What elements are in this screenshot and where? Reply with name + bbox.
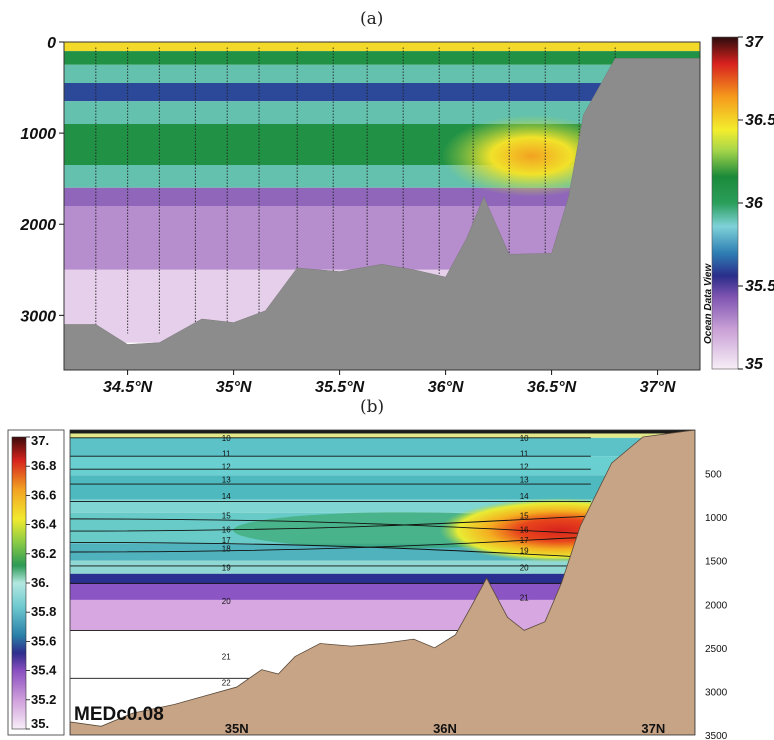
model-layer-1	[70, 433, 695, 438]
x-tick-label-a-4: 36.5°N	[527, 379, 577, 396]
colorbar-a-label-2: 36	[745, 195, 763, 212]
y-tick-label-b-6: 3500	[705, 731, 728, 740]
salinity-layer-1	[64, 51, 700, 65]
panel-a-plot	[64, 42, 700, 370]
colorbar-b-label-8: 35.4	[31, 663, 57, 678]
x-tick-label-a-5: 37°N	[640, 379, 676, 396]
isopycnal-8	[70, 536, 591, 553]
x-tick-label-a-0: 34.5°N	[103, 379, 153, 396]
isopycnal-label-left-5: 15	[222, 511, 231, 520]
isopycnal-label-right-1: 11	[520, 450, 529, 459]
panel-a-frame	[63, 41, 701, 371]
x-tick-label-a-1: 35°N	[216, 379, 252, 396]
isopycnal-label-right-4: 14	[520, 492, 529, 501]
isopycnal-label-left-3: 13	[222, 476, 231, 485]
salinity-layer-2	[64, 64, 700, 83]
isopycnal-label-right-5: 15	[520, 511, 529, 520]
colorbar-b-label-0: 37.	[31, 433, 49, 448]
isopycnal-label-right-10: 21	[520, 593, 529, 602]
isopycnal-label-left-2: 12	[222, 463, 231, 472]
model-bathymetry	[70, 430, 695, 735]
isopycnal-label-left-6: 16	[222, 525, 231, 534]
colorbar-b-label-6: 35.8	[31, 604, 56, 619]
isopycnal-label-left-0: 10	[222, 434, 231, 443]
panel-b-axes: 500 1000 1500 2000 2500 3000 3500 35N 36N 37N	[225, 470, 728, 740]
model-label: MEDc0.08	[74, 704, 164, 725]
colorbar-a-label-1: 36.5	[745, 112, 774, 129]
isopycnal-label-left-7: 17	[222, 536, 231, 545]
panel-a-clip-group	[64, 42, 700, 370]
isopycnal-6	[70, 515, 591, 532]
panel-b-clip-group: 1011121314151617181920212210111213141516…	[70, 430, 695, 735]
ocean-data-view-label: Ocean Data View	[703, 263, 714, 344]
colorbar-b-label-9: 35.2	[31, 692, 56, 707]
y-tick-label-a-1: 1000	[20, 126, 56, 143]
model-layer-9	[70, 573, 695, 584]
salinity-layer-3	[64, 83, 700, 102]
colorbar-b-label-1: 36.8	[31, 458, 56, 473]
panel-a-axes: 0 1000 2000 3000 34.5°N 35°N 35.5°N 36°N 36.5°N 3…	[19, 35, 676, 396]
model-layer-4	[70, 475, 695, 500]
panel-b-plot: 1011121314151617181920212210111213141516…	[69, 429, 696, 736]
colorbar-a-label-0: 37	[745, 34, 764, 51]
colorbar-b-label-4: 36.2	[31, 546, 56, 561]
model-layer-10	[70, 583, 695, 600]
colorbar-b-label-7: 35.6	[31, 633, 56, 648]
y-tick-label-b-1: 1000	[705, 513, 728, 524]
isopycnal-label-right-2: 12	[520, 463, 529, 472]
salinity-layer-0	[64, 42, 700, 52]
isopycnal-label-right-8: 19	[520, 546, 529, 555]
x-tick-label-b-1: 36N	[433, 721, 457, 736]
x-tick-label-a-3: 36°N	[428, 379, 464, 396]
x-tick-label-a-2: 35.5°N	[315, 379, 365, 396]
isopycnal-label-left-8: 18	[222, 545, 231, 554]
y-tick-label-b-3: 2000	[705, 600, 728, 611]
isopycnal-label-right-0: 10	[520, 434, 529, 443]
model-layer-8	[70, 560, 695, 574]
bathymetry	[64, 58, 700, 370]
panel-a-colorbar	[711, 36, 739, 370]
isopycnal-label-right-3: 13	[520, 476, 529, 485]
isopycnal-label-left-1: 11	[222, 450, 231, 459]
colorbar-b-label-5: 36.	[31, 575, 49, 590]
y-tick-label-a-2: 2000	[19, 217, 56, 234]
isopycnal-label-left-11: 21	[222, 653, 231, 662]
isopycnal-label-left-10: 20	[222, 597, 231, 606]
colorbar-a-label-3: 35.5	[745, 278, 774, 295]
colorbar-a-label-4: 35	[745, 356, 764, 373]
colorbar-b-label-2: 36.6	[31, 487, 56, 502]
model-layer-0	[70, 430, 695, 434]
y-tick-label-a-3: 3000	[20, 308, 56, 325]
x-tick-label-b-2: 37N	[641, 721, 665, 736]
colorbar-b-label-10: 35.	[31, 716, 49, 731]
y-tick-label-a-0: 0	[47, 35, 56, 52]
y-tick-label-b-5: 3000	[705, 687, 728, 698]
isopycnal-label-right-7: 17	[520, 536, 529, 545]
x-tick-label-b-0: 35N	[225, 721, 249, 736]
colorbar-b-label-3: 36.4	[31, 517, 57, 532]
y-tick-label-b-2: 1500	[705, 557, 728, 568]
model-layer-3	[70, 456, 695, 476]
isopycnal-label-left-9: 19	[222, 564, 231, 573]
isopycnal-label-left-12: 22	[222, 679, 231, 688]
panel-a-label: (a)	[360, 9, 383, 29]
y-tick-label-b-4: 2500	[705, 644, 728, 655]
isopycnal-5	[70, 518, 591, 535]
panel-a-colorbar-ticks: 37 36.5 36 35.5 35	[738, 34, 774, 373]
isopycnal-label-right-9: 20	[520, 564, 529, 573]
panel-b-frame	[69, 429, 696, 736]
isopycnal-label-right-6: 16	[520, 525, 529, 534]
panel-b-colorbar	[11, 436, 27, 730]
model-layer-2	[70, 437, 695, 457]
y-tick-label-b-0: 500	[705, 470, 722, 481]
isopycnal-7	[70, 541, 591, 558]
isopycnal-label-left-4: 14	[222, 492, 231, 501]
panel-b-label: (b)	[360, 397, 384, 417]
panel-b-colorbar-ticks: 37. 36.8 36.6 36.4 36.2 36. 35.8 35.6 35.4 35.2 35…	[26, 433, 57, 731]
